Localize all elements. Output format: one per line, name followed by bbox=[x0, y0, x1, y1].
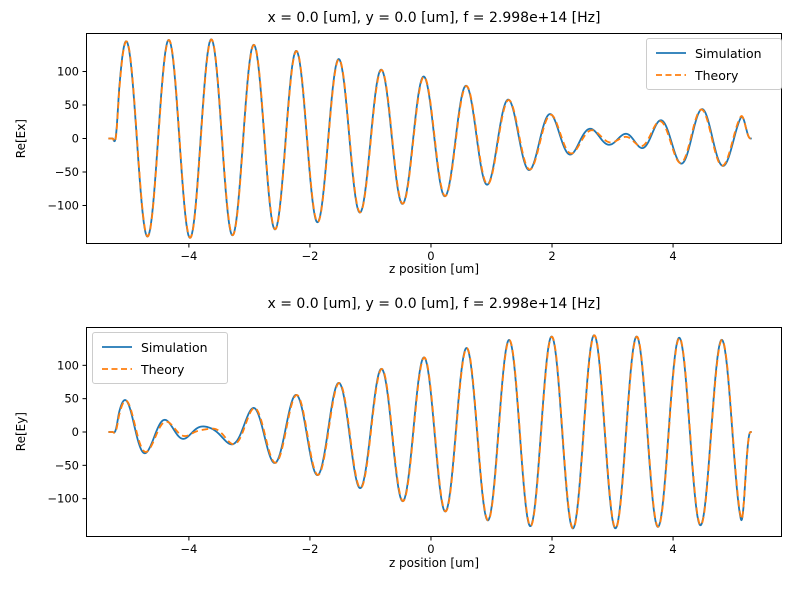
chart-ex-title: x = 0.0 [um], y = 0.0 [um], f = 2.998e+1… bbox=[267, 10, 601, 26]
y-tick-label: 50 bbox=[64, 98, 79, 112]
x-tick-label: −4 bbox=[180, 249, 197, 263]
y-tick-label: −50 bbox=[55, 458, 79, 472]
legend-label-simulation: Simulation bbox=[141, 339, 208, 355]
simulation-line-sample-icon bbox=[656, 52, 686, 54]
y-tick-label: −100 bbox=[47, 198, 79, 212]
legend-item-theory: Theory bbox=[656, 66, 772, 84]
chart-ex-xlabel: z position [um] bbox=[388, 262, 480, 276]
legend-label-theory: Theory bbox=[141, 361, 185, 377]
x-tick-label: 2 bbox=[548, 249, 555, 263]
chart-ex-ylabel-wrap: Re[Ex] bbox=[8, 33, 34, 244]
x-tick-label: 4 bbox=[669, 249, 676, 263]
x-tick-label: −2 bbox=[301, 249, 318, 263]
chart-ex-ylabel: Re[Ex] bbox=[14, 118, 28, 159]
legend-label-simulation: Simulation bbox=[695, 45, 762, 61]
chart-ey-plot-area: −4 −2 0 2 4 100 50 0 −50 −100 bbox=[47, 327, 782, 556]
x-tick-label: 2 bbox=[548, 542, 555, 556]
x-tick-label: 0 bbox=[427, 249, 434, 263]
theory-line-sample-icon bbox=[102, 368, 132, 370]
chart-ey-xlabel: z position [um] bbox=[388, 556, 480, 570]
y-tick-label: 100 bbox=[57, 358, 79, 372]
y-tick-label: 50 bbox=[64, 392, 79, 406]
x-tick-label: 0 bbox=[427, 542, 434, 556]
chart-ex-legend: Simulation Theory bbox=[646, 38, 782, 90]
axes-spines bbox=[86, 327, 782, 537]
theory-line-sample-icon bbox=[656, 74, 686, 76]
x-tick-label: −4 bbox=[180, 542, 197, 556]
legend-label-theory: Theory bbox=[695, 67, 739, 83]
chart-ey-ylabel-wrap: Re[Ey] bbox=[8, 327, 34, 537]
chart-ex-plot-area: −4 −2 0 2 4 100 50 0 −50 −100 bbox=[47, 33, 782, 263]
y-tick-label: 0 bbox=[72, 132, 79, 146]
y-tick-label: −50 bbox=[55, 165, 79, 179]
legend-item-simulation: Simulation bbox=[102, 338, 218, 356]
y-tick-label: −100 bbox=[47, 492, 79, 506]
chart-ey-legend: Simulation Theory bbox=[92, 332, 228, 384]
simulation-line-sample-icon bbox=[102, 346, 132, 348]
theory-curve bbox=[107, 38, 753, 239]
x-tick-label: −2 bbox=[301, 542, 318, 556]
chart-ey-ylabel: Re[Ey] bbox=[14, 412, 28, 452]
chart-ey-title: x = 0.0 [um], y = 0.0 [um], f = 2.998e+1… bbox=[267, 296, 601, 312]
y-tick-label: 0 bbox=[72, 425, 79, 439]
y-tick-label: 100 bbox=[57, 65, 79, 79]
theory-curve bbox=[107, 334, 753, 530]
x-tick-label: 4 bbox=[669, 542, 676, 556]
legend-item-theory: Theory bbox=[102, 360, 218, 378]
legend-item-simulation: Simulation bbox=[656, 44, 772, 62]
axes-spines bbox=[86, 33, 782, 244]
